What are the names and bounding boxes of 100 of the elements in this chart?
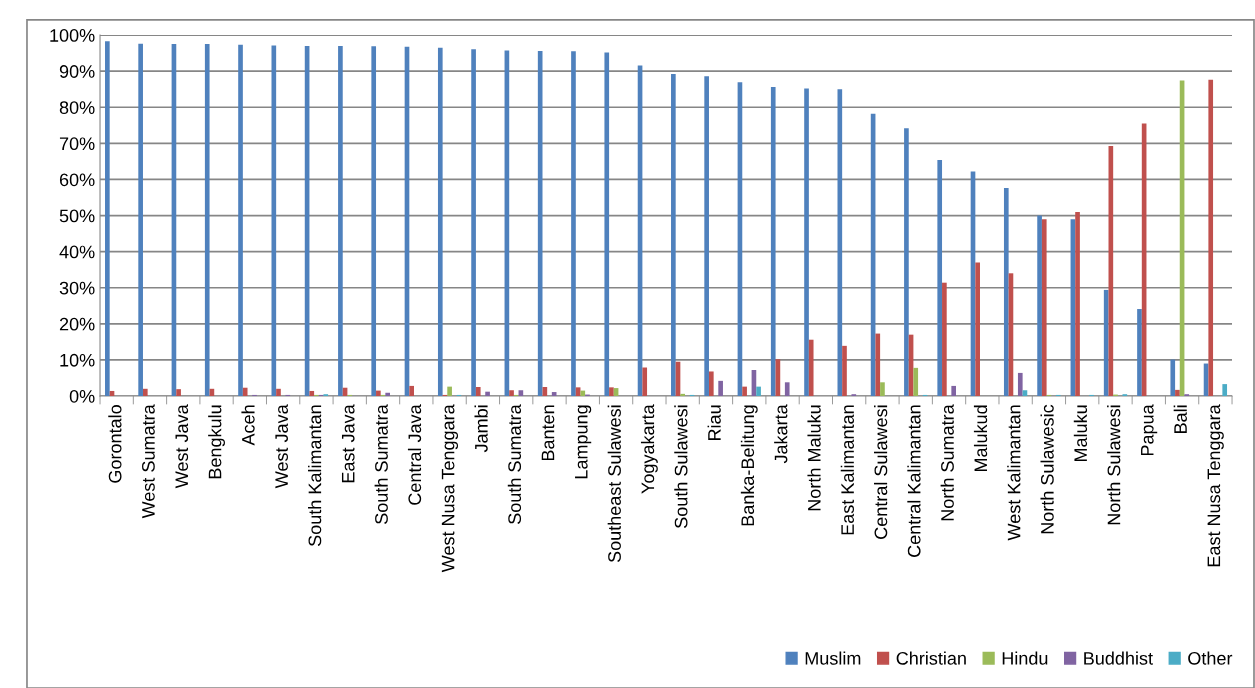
x-tick-label: East Java	[341, 404, 355, 483]
bar	[875, 333, 881, 397]
x-tick-label: Jambi	[474, 405, 488, 453]
y-tick-label: 20%	[59, 317, 95, 331]
bar	[1075, 211, 1080, 397]
bar	[385, 392, 391, 397]
bar	[276, 388, 281, 397]
bar	[575, 387, 581, 397]
x-tick-label: Papua	[1141, 404, 1158, 456]
bar	[509, 390, 514, 397]
bar	[742, 386, 747, 397]
bar	[837, 89, 843, 397]
bar	[447, 386, 452, 397]
x-tick-label: West Nusa Tenggara	[441, 404, 459, 573]
x-tick-label: North Sulawesi	[1107, 405, 1121, 525]
x-tick-label: Riau	[707, 405, 721, 440]
bar	[708, 371, 714, 397]
y-tick-label: 50%	[59, 209, 95, 223]
x-tick-label: South Kalimantan	[308, 405, 322, 547]
y-tick-label: 80%	[59, 101, 95, 114]
x-tick-label: Maluku	[1073, 405, 1088, 462]
bar	[1017, 372, 1023, 397]
bar	[1041, 219, 1047, 397]
bar	[475, 386, 481, 397]
bar	[704, 76, 709, 397]
bar	[580, 390, 586, 397]
y-tick-label: 100%	[50, 29, 95, 42]
bar	[1137, 309, 1142, 397]
x-tick-label: Lampung	[575, 405, 592, 479]
x-tick-label: West Kalimantan	[1007, 405, 1021, 541]
x-tick-label: Bali	[1173, 405, 1187, 433]
bar	[176, 389, 181, 397]
bar	[471, 49, 476, 397]
legend-label: Buddhist	[1084, 651, 1153, 665]
y-tick-label: 60%	[59, 173, 95, 187]
bar	[842, 345, 847, 397]
bar	[485, 391, 490, 397]
bar	[338, 45, 343, 397]
y-tick-label: 10%	[60, 353, 95, 367]
x-tick-label: South Sulawesi	[674, 405, 688, 528]
x-tick-label: Jakarta	[774, 404, 788, 464]
bar	[913, 367, 919, 397]
y-tick-label: 70%	[59, 137, 95, 151]
bar	[609, 387, 614, 397]
bar	[756, 386, 761, 397]
bar	[937, 159, 943, 397]
bar	[804, 88, 809, 397]
bar	[142, 388, 148, 397]
legend-label: Christian	[896, 651, 966, 665]
x-tick-label: West Java	[175, 404, 189, 489]
bar	[409, 385, 414, 397]
bar	[784, 382, 790, 397]
bar	[975, 262, 980, 397]
x-tick-label: North Sulawesic	[1040, 404, 1054, 534]
x-tick-label: Yogyakarta	[640, 404, 658, 494]
bar	[437, 47, 443, 397]
x-tick-label: Central Sulawesi	[874, 405, 888, 539]
bar	[376, 390, 381, 397]
y-tick-label: 30%	[59, 281, 95, 295]
bar	[718, 380, 723, 397]
legend-label: Other	[1188, 651, 1233, 665]
bar	[1222, 384, 1228, 397]
x-tick-label: Central Kalimantan	[907, 405, 921, 557]
legend-label: Muslim	[805, 651, 861, 665]
bar	[309, 390, 315, 397]
bar	[1003, 188, 1009, 397]
bar	[680, 393, 686, 397]
bar	[951, 385, 957, 397]
legend-label: Hindu	[1002, 651, 1048, 665]
bar	[642, 367, 648, 397]
y-tick-label: 90%	[59, 65, 95, 78]
x-tick-label: East Nusa Tenggara	[1207, 404, 1224, 567]
x-tick-label: Gorontalo	[108, 405, 122, 483]
bar	[604, 52, 610, 397]
x-tick-label: Bengkulu	[208, 405, 225, 479]
bar	[904, 128, 909, 397]
bar	[1103, 289, 1109, 397]
x-tick-label: Banka-Belitung	[740, 405, 758, 526]
x-tick-label: Malukud	[973, 405, 988, 472]
bar	[1175, 389, 1180, 397]
x-tick-label: South Sumatra	[374, 404, 388, 524]
bar	[271, 45, 277, 397]
x-tick-label: South Sumatra	[507, 404, 522, 524]
bar	[138, 43, 143, 397]
bar	[537, 50, 543, 397]
bar	[242, 387, 248, 397]
bar	[880, 382, 885, 397]
bar	[204, 44, 210, 397]
x-tick-label: North Sumatra	[940, 404, 954, 521]
y-tick-label: 0%	[69, 389, 95, 403]
x-tick-label: North Maluku	[807, 405, 821, 511]
y-tick-label: 40%	[59, 245, 95, 259]
x-tick-label: Aceh	[241, 405, 255, 446]
x-tick-label: Banten	[541, 405, 555, 461]
bar	[770, 87, 776, 397]
bar	[238, 44, 243, 397]
x-tick-label: Southeast Sulawesi	[607, 405, 621, 563]
bar	[671, 74, 676, 397]
x-tick-label: West Java	[275, 404, 288, 489]
bar	[571, 51, 576, 397]
